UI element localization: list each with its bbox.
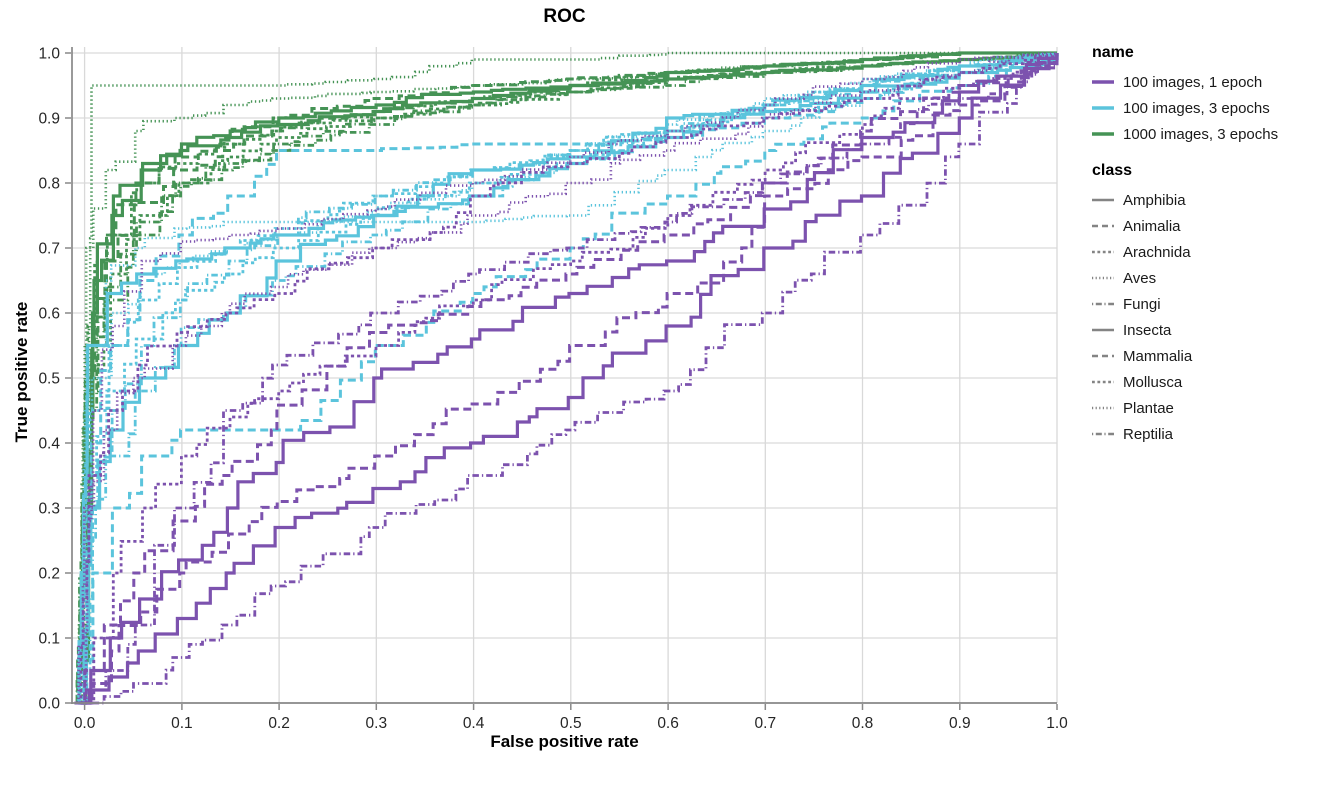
roc-curves (74, 51, 1059, 705)
legend-name-entry-100-images-3-epochs: 100 images, 3 epochs (1092, 95, 1332, 121)
legend-line-swatch (1092, 328, 1114, 332)
y-tick-label: 0.6 (38, 306, 60, 323)
legend-class-entry-fungi: Fungi (1092, 291, 1332, 317)
legend-label: Amphibia (1123, 191, 1186, 209)
x-tick-label: 0.7 (755, 715, 777, 732)
roc-curve-100-images-1-epoch-insecta (79, 53, 1059, 705)
chart-title: ROC (543, 6, 586, 27)
legend-line-swatch (1092, 132, 1114, 136)
legend-class-entry-mammalia: Mammalia (1092, 343, 1332, 369)
legend-label: Reptilia (1123, 425, 1174, 443)
x-tick-label: 0.6 (657, 715, 679, 732)
roc-curve-1000-images-3-epochs-reptilia (77, 53, 1059, 705)
legend-class-entry-aves: Aves (1092, 265, 1332, 291)
y-tick-label: 0.1 (38, 631, 60, 648)
legend-line-swatch (1092, 224, 1114, 228)
legend-label: Plantae (1123, 399, 1174, 417)
roc-curve-1000-images-3-epochs-plantae (81, 51, 1057, 705)
roc-curve-100-images-3-epochs-plantae (82, 53, 1059, 705)
x-tick-label: 0.2 (268, 715, 290, 732)
legend-line-swatch (1092, 250, 1114, 254)
legend-name-entry-1000-images-3-epochs: 1000 images, 3 epochs (1092, 121, 1332, 147)
x-axis-title: False positive rate (490, 732, 639, 751)
roc-curve-100-images-1-epoch-mammalia (82, 53, 1059, 705)
x-tick-label: 0.0 (74, 715, 96, 732)
legend-class-entry-arachnida: Arachnida (1092, 239, 1332, 265)
x-tick-label: 0.4 (463, 715, 485, 732)
legend-line-swatch (1092, 80, 1114, 84)
roc-curve-100-images-1-epoch-reptilia (74, 53, 1059, 705)
roc-curve-100-images-3-epochs-arachnida (79, 53, 1059, 705)
legend-label: 100 images, 1 epoch (1123, 73, 1263, 91)
roc-curve-100-images-1-epoch-animalia (74, 53, 1059, 705)
legend-name-group: 100 images, 1 epoch 100 images, 3 epochs 1… (1092, 69, 1332, 147)
y-tick-label: 0.7 (38, 241, 60, 258)
legend-class-entry-reptilia: Reptilia (1092, 421, 1332, 447)
x-tick-label: 0.1 (171, 715, 193, 732)
y-tick-label: 0.3 (38, 501, 60, 518)
y-tick-label: 0.0 (38, 696, 60, 713)
legend-line-swatch (1092, 354, 1114, 358)
legend-label: Mammalia (1123, 347, 1193, 365)
x-tick-label: 0.8 (852, 715, 874, 732)
legend-class-title: class (1092, 162, 1133, 179)
x-tick-label: 0.9 (949, 715, 971, 732)
roc-curve-100-images-1-epoch-aves (83, 52, 1059, 705)
legend-class-entry-amphibia: Amphibia (1092, 187, 1332, 213)
roc-curve-100-images-3-epochs-animalia (81, 53, 1059, 705)
y-tick-label: 1.0 (38, 46, 60, 63)
roc-curve-1000-images-3-epochs-mollusca (80, 51, 1057, 705)
legend-label: Insecta (1123, 321, 1172, 339)
axes: 0.0 0.1 0.2 0.3 0.4 0.5 0.6 0.7 0.8 0.9 1.0 0.0 0.1 0… (38, 46, 1068, 733)
roc-curve-100-images-1-epoch-mollusca (84, 53, 1059, 705)
roc-curve-1000-images-3-epochs-amphibia (82, 53, 1059, 705)
x-tick-label: 0.5 (560, 715, 582, 732)
roc-curve-100-images-1-epoch-arachnida (79, 53, 1059, 705)
legend-line-swatch (1092, 276, 1114, 280)
legend-class-entry-plantae: Plantae (1092, 395, 1332, 421)
legend-class-entry-insecta: Insecta (1092, 317, 1332, 343)
y-tick-label: 0.9 (38, 111, 60, 128)
legend-name-entry-100-images-1-epoch: 100 images, 1 epoch (1092, 69, 1332, 95)
roc-curve-100-images-1-epoch-fungi (76, 53, 1059, 705)
legend-label: Aves (1123, 269, 1157, 287)
legend-line-swatch (1092, 380, 1114, 384)
legend-name-title: name (1092, 44, 1134, 61)
legend-label: Mollusca (1123, 373, 1183, 391)
legend-line-swatch (1092, 302, 1114, 306)
legend-line-swatch (1092, 432, 1114, 436)
legend-label: Fungi (1123, 295, 1161, 313)
y-tick-label: 0.8 (38, 176, 60, 193)
roc-curve-100-images-1-epoch-plantae (74, 53, 1059, 705)
legend-label: 1000 images, 3 epochs (1123, 125, 1279, 143)
legend-class-group: Amphibia Animalia Arachnida Aves Fungi Insect… (1092, 187, 1332, 447)
legend-line-swatch (1092, 406, 1114, 410)
legend: name 100 images, 1 epoch 100 images, 3 ep… (1092, 44, 1332, 447)
legend-label: 100 images, 3 epochs (1123, 99, 1270, 117)
roc-curve-1000-images-3-epochs-arachnida (77, 51, 1057, 705)
legend-line-swatch (1092, 198, 1114, 202)
y-tick-label: 0.5 (38, 371, 60, 388)
y-tick-label: 0.4 (38, 436, 60, 453)
legend-line-swatch (1092, 106, 1114, 110)
legend-class-entry-animalia: Animalia (1092, 213, 1332, 239)
legend-label: Animalia (1123, 217, 1181, 235)
legend-label: Arachnida (1123, 243, 1191, 261)
legend-class-entry-mollusca: Mollusca (1092, 369, 1332, 395)
x-tick-label: 1.0 (1046, 715, 1068, 732)
x-tick-label: 0.3 (366, 715, 388, 732)
y-tick-label: 0.2 (38, 566, 60, 583)
roc-curve-100-images-3-epochs-aves (76, 53, 1059, 705)
roc-curve-100-images-3-epochs-fungi (82, 53, 1059, 705)
